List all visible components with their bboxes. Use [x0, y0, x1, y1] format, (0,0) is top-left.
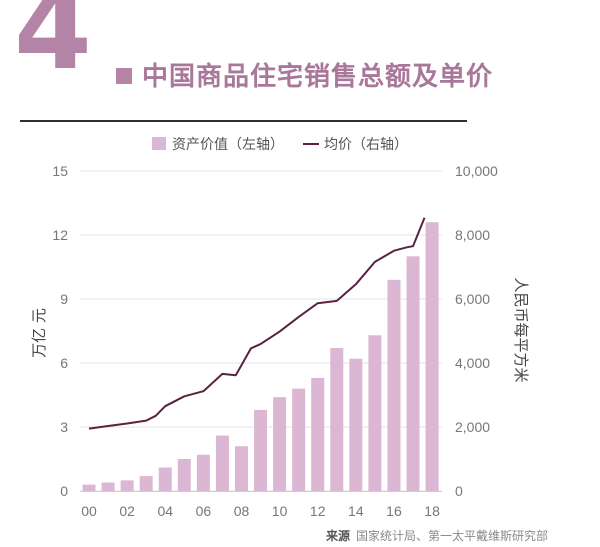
- bar: [330, 348, 344, 491]
- y-right-tick-label: 4,000: [455, 355, 490, 371]
- source-note: 来源 国家统计局、第一太平戴维斯研究部: [326, 527, 548, 544]
- y-right-tick-label: 0: [455, 483, 463, 499]
- y-right-tick-label: 10,000: [455, 163, 498, 179]
- bar: [349, 358, 363, 491]
- y-left-tick-label: 9: [60, 291, 68, 307]
- x-tick-label: 06: [196, 503, 212, 519]
- bar: [215, 435, 229, 491]
- bar: [120, 480, 134, 491]
- x-tick-label: 12: [310, 503, 326, 519]
- y-left-tick-label: 6: [60, 355, 68, 371]
- y-left-tick-label: 3: [60, 419, 68, 435]
- bar: [273, 397, 287, 491]
- title-divider: [20, 120, 467, 122]
- bar: [254, 409, 268, 491]
- bar: [292, 388, 306, 491]
- bar: [82, 484, 96, 491]
- bar: [368, 335, 382, 491]
- source-label: 来源: [326, 529, 351, 543]
- section-number: 4: [14, 0, 92, 95]
- bar: [234, 446, 248, 491]
- average-price-line: [88, 217, 426, 430]
- y-right-axis-title: 人民币每平方米: [512, 277, 530, 382]
- bar: [311, 377, 325, 491]
- x-tick-label: 18: [424, 503, 440, 519]
- x-tick-label: 14: [348, 503, 364, 519]
- source-text: 国家统计局、第一太平戴维斯研究部: [356, 529, 549, 543]
- legend-swatch-bars: [152, 137, 166, 150]
- bar: [177, 459, 191, 491]
- y-right-tick-label: 6,000: [455, 291, 490, 307]
- x-tick-label: 04: [157, 503, 173, 519]
- y-left-axis-title: 万亿 元: [30, 308, 48, 358]
- bar: [139, 476, 153, 491]
- y-left-tick-label: 15: [52, 163, 68, 179]
- legend-label-line: 均价（右轴）: [324, 137, 408, 153]
- bar: [425, 222, 439, 491]
- chart-title: 中国商品住宅销售总额及单价: [142, 62, 494, 92]
- legend-label-bars: 资产价值（左轴）: [172, 137, 284, 153]
- x-tick-label: 02: [119, 503, 135, 519]
- bar: [158, 467, 172, 491]
- y-right-tick-label: 8,000: [455, 227, 490, 243]
- y-right-tick-label: 2,000: [455, 419, 490, 435]
- x-tick-label: 10: [272, 503, 288, 519]
- title-marker: [116, 68, 132, 84]
- bar: [196, 454, 210, 491]
- x-tick-label: 00: [81, 503, 97, 519]
- bar: [101, 482, 115, 491]
- x-tick-label: 16: [386, 503, 402, 519]
- bar: [387, 279, 401, 491]
- x-tick-label: 08: [234, 503, 250, 519]
- y-left-tick-label: 12: [52, 227, 68, 243]
- y-left-tick-label: 0: [60, 483, 68, 499]
- bar: [406, 256, 420, 491]
